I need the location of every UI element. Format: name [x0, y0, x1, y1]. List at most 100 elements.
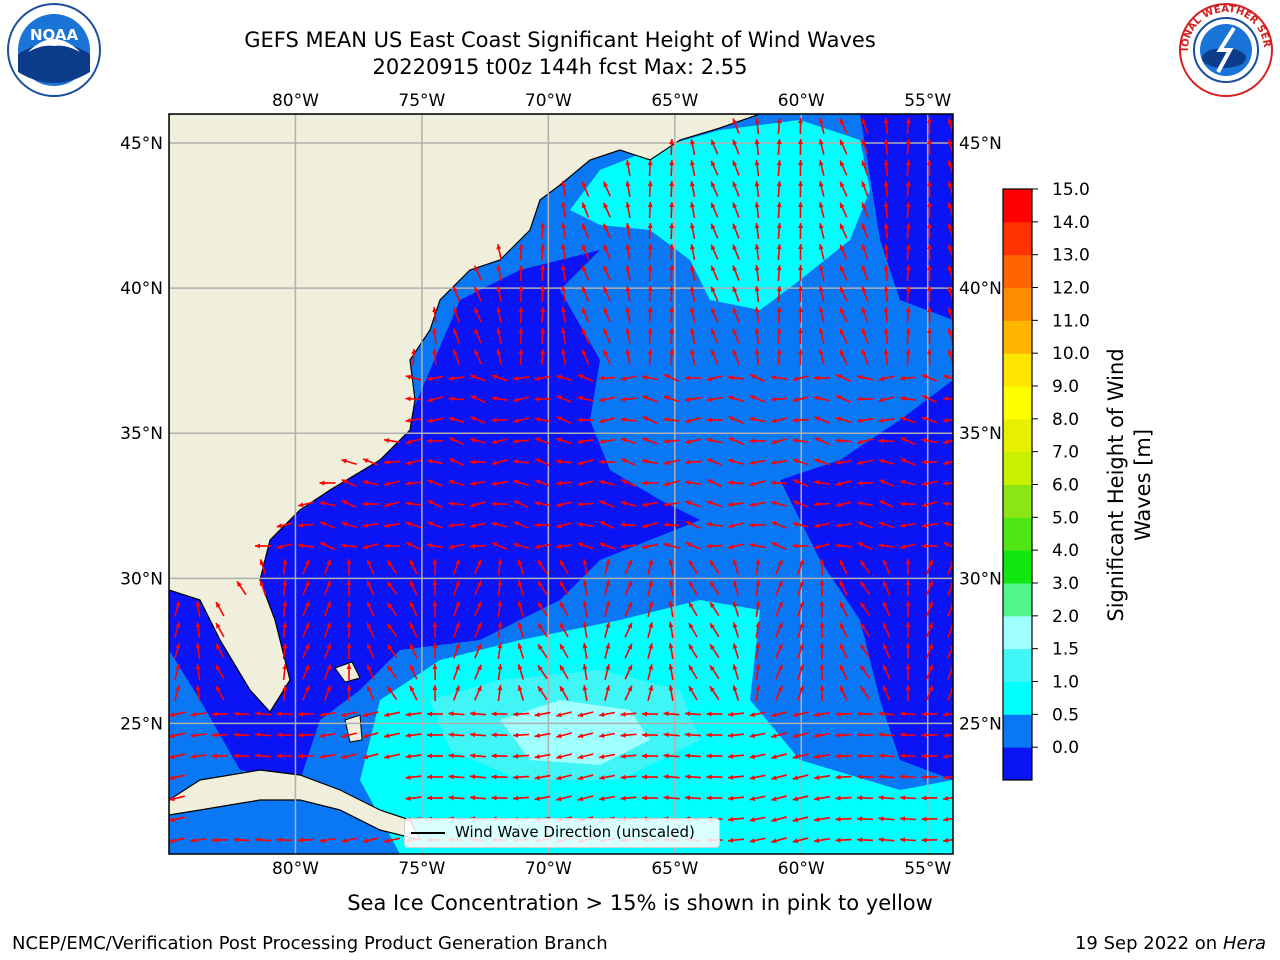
- wave-direction-arrow: [448, 375, 465, 381]
- colorbar-segment: [1003, 287, 1032, 321]
- wave-direction-arrow: [883, 264, 889, 282]
- wave-direction-arrow: [942, 417, 953, 423]
- wave-direction-arrow: [647, 622, 654, 638]
- wave-direction-arrow: [474, 559, 482, 575]
- wave-direction-arrow: [921, 774, 938, 780]
- wave-direction-arrow: [302, 580, 310, 596]
- wave-direction-arrow: [341, 732, 357, 739]
- wave-direction-arrow: [469, 543, 487, 549]
- wave-direction-arrow: [813, 732, 831, 738]
- map-subtitle: 20220915 t00z 144h fcst Max: 2.55: [372, 55, 748, 79]
- wave-direction-arrow: [689, 348, 696, 366]
- wave-direction-arrow: [663, 417, 680, 423]
- wave-direction-arrow: [427, 396, 443, 403]
- wave-direction-arrow: [859, 664, 871, 680]
- wave-direction-arrow: [926, 306, 932, 324]
- lon-tick-label-top: 65°W: [651, 91, 698, 111]
- wave-direction-arrow: [624, 664, 633, 680]
- wave-direction-arrow: [685, 520, 701, 530]
- wave-direction-arrow: [642, 437, 658, 445]
- colorbar-segment: [1003, 189, 1032, 223]
- colorbar-segment: [1003, 681, 1032, 715]
- wave-direction-arrow: [797, 664, 804, 680]
- wave-direction-arrow: [727, 795, 745, 801]
- wave-direction-arrow: [517, 622, 525, 638]
- wave-direction-arrow: [366, 622, 375, 638]
- wave-direction-arrow: [448, 479, 465, 487]
- wave-direction-arrow: [386, 643, 398, 659]
- wave-direction-arrow: [688, 559, 698, 575]
- wave-direction-arrow: [577, 711, 594, 718]
- wave-direction-arrow: [384, 753, 400, 760]
- wave-direction-arrow: [405, 541, 422, 551]
- colorbar-tick-label: 7.0: [1052, 443, 1079, 463]
- wave-direction-arrow: [540, 264, 546, 282]
- wave-direction-arrow: [797, 622, 804, 638]
- wave-direction-arrow: [776, 243, 782, 261]
- wave-direction-arrow: [405, 521, 422, 529]
- wave-direction-arrow: [319, 541, 336, 551]
- wave-direction-arrow: [925, 601, 934, 617]
- wave-direction-arrow: [384, 711, 400, 718]
- wave-direction-arrow: [604, 559, 611, 575]
- wave-direction-arrow: [776, 222, 782, 240]
- wave-direction-arrow: [732, 286, 740, 302]
- wave-direction-arrow: [426, 711, 444, 717]
- wave-direction-arrow: [709, 685, 720, 701]
- wave-direction-arrow: [835, 795, 852, 801]
- wave-direction-arrow: [861, 328, 869, 344]
- wave-direction-arrow: [921, 416, 938, 424]
- wave-direction-arrow: [470, 394, 486, 404]
- wave-direction-arrow: [537, 622, 548, 638]
- wave-direction-arrow: [236, 580, 247, 596]
- wave-direction-arrow: [174, 601, 181, 617]
- wave-direction-arrow: [517, 643, 525, 659]
- wave-direction-arrow: [599, 396, 615, 403]
- wave-direction-arrow: [839, 601, 848, 617]
- wave-direction-arrow: [174, 643, 181, 659]
- wave-direction-arrow: [411, 348, 417, 366]
- wave-direction-arrow: [798, 348, 804, 366]
- wave-direction-arrow: [577, 417, 594, 423]
- wave-direction-arrow: [905, 348, 911, 366]
- wave-direction-arrow: [302, 664, 310, 680]
- wave-direction-arrow: [754, 138, 760, 156]
- footer-timestamp: 19 Sep 2022 on Hera: [1075, 933, 1266, 954]
- wave-direction-arrow: [473, 286, 483, 302]
- wave-direction-arrow: [839, 265, 848, 281]
- wave-direction-arrow: [798, 222, 804, 240]
- wave-direction-arrow: [776, 180, 782, 198]
- wave-direction-arrow: [470, 416, 486, 424]
- wave-direction-arrow: [641, 501, 659, 508]
- colorbar-tick-label: 1.5: [1052, 640, 1079, 660]
- wave-direction-arrow: [792, 375, 809, 382]
- wave-direction-arrow: [174, 622, 181, 638]
- wave-direction-arrow: [710, 160, 719, 176]
- wave-direction-arrow: [276, 543, 293, 550]
- wave-direction-arrow: [491, 542, 508, 550]
- wave-direction-arrow: [491, 711, 508, 717]
- wave-direction-arrow: [792, 753, 809, 760]
- wave-direction-arrow: [386, 622, 398, 638]
- wave-direction-arrow: [405, 374, 422, 381]
- wave-direction-arrow: [647, 285, 653, 303]
- wave-direction-arrow: [771, 732, 787, 739]
- wave-direction-arrow: [647, 643, 654, 659]
- wave-direction-arrow: [319, 711, 336, 717]
- wave-direction-arrow: [749, 459, 766, 466]
- wave-direction-arrow: [384, 501, 400, 508]
- wave-direction-arrow: [942, 837, 953, 843]
- wave-direction-arrow: [900, 479, 916, 486]
- wave-direction-arrow: [771, 711, 787, 718]
- wave-direction-arrow: [663, 395, 680, 403]
- wave-direction-arrow: [582, 684, 588, 702]
- wave-direction-arrow: [776, 138, 782, 156]
- wave-direction-arrow: [341, 521, 357, 529]
- wave-direction-arrow: [346, 600, 352, 618]
- wave-direction-arrow: [598, 774, 616, 781]
- wave-direction-arrow: [432, 306, 438, 324]
- wave-direction-arrow: [620, 396, 637, 402]
- wave-direction-arrow: [710, 286, 719, 302]
- wave-direction-arrow: [732, 622, 740, 638]
- wave-direction-arrow: [878, 521, 895, 529]
